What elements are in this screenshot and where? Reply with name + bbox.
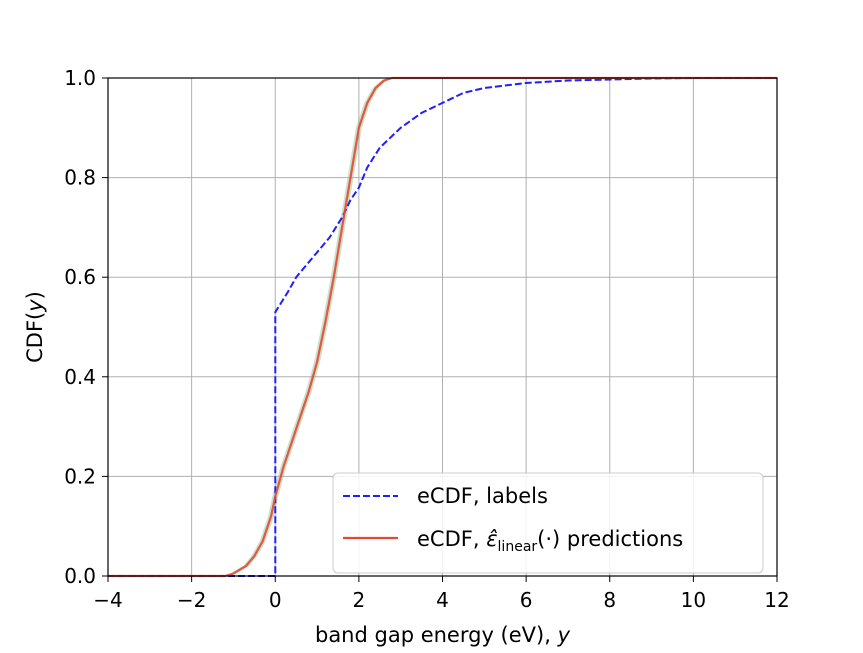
- series-line-labels: [108, 77, 777, 577]
- x-tick-label: 10: [681, 588, 706, 612]
- x-tick-label: 6: [520, 588, 533, 612]
- x-tick-label: 2: [353, 588, 366, 612]
- series-line-predictions: [108, 76, 777, 578]
- x-tick-label: 4: [436, 588, 449, 612]
- legend-label-labels: eCDF, labels: [417, 484, 548, 508]
- y-axis-label: CDF(y): [23, 291, 47, 363]
- x-tick-label: −2: [177, 588, 206, 612]
- legend: eCDF, labels eCDF, ε̂linear(·) predictio…: [332, 472, 764, 574]
- y-tick-label: 0.8: [64, 166, 96, 190]
- y-tick-label: 0.2: [64, 464, 96, 488]
- x-tick-label: 8: [603, 588, 616, 612]
- y-tick-label: 0.4: [64, 365, 96, 389]
- legend-box: [332, 472, 764, 574]
- x-tick-label: −4: [93, 588, 122, 612]
- x-axis-label: band gap energy (eV), y: [315, 623, 571, 647]
- tick-layer: −4 −2 0 2 4 6 8 10 12 0.0 0.2 0.4 0.6 0.8 1.0: [64, 66, 790, 612]
- x-tick-label: 12: [764, 588, 789, 612]
- series-layer: [105, 76, 780, 578]
- legend-label-predictions: eCDF, ε̂linear(·) predictions: [417, 527, 683, 555]
- y-tick-label: 1.0: [64, 66, 96, 90]
- y-tick-label: 0.0: [64, 564, 96, 588]
- x-tick-label: 0: [269, 588, 282, 612]
- y-tick-label: 0.6: [64, 265, 96, 289]
